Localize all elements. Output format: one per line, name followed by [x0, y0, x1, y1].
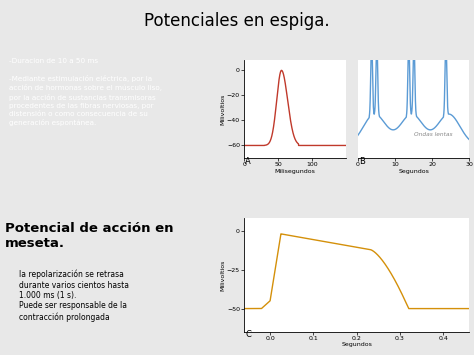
Text: Potenciales en espiga.: Potenciales en espiga.	[144, 12, 330, 31]
X-axis label: Segundos: Segundos	[398, 169, 429, 174]
Text: la repolarización se retrasa
durante varios cientos hasta
1.000 ms (1 s).
Puede : la repolarización se retrasa durante var…	[19, 270, 129, 322]
X-axis label: Segundos: Segundos	[341, 343, 372, 348]
Text: A: A	[245, 157, 251, 166]
X-axis label: Milisegundos: Milisegundos	[274, 169, 316, 174]
Text: Potencial de acción en
meseta.: Potencial de acción en meseta.	[5, 222, 173, 250]
Y-axis label: Milivoltios: Milivoltios	[220, 93, 226, 125]
Text: -Duracion de 10 a 50 ms

-Mediante estimulación eléctrica, por la
acción de horm: -Duracion de 10 a 50 ms -Mediante estimu…	[9, 58, 163, 126]
Text: Ondas lentas: Ondas lentas	[413, 132, 452, 137]
Text: C: C	[245, 330, 251, 339]
Text: B: B	[359, 157, 365, 166]
Y-axis label: Milivoltios: Milivoltios	[220, 260, 226, 291]
